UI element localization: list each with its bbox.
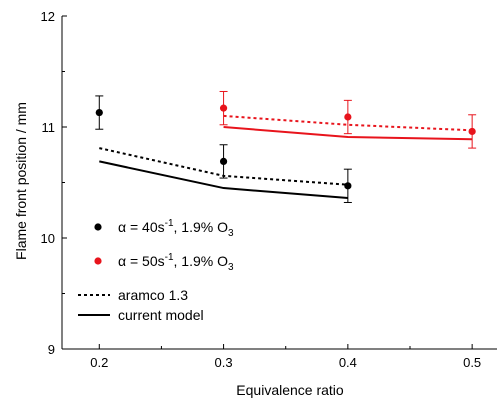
- x-tick-label: 0.2: [90, 355, 108, 370]
- y-tick-label: 12: [41, 9, 55, 24]
- plot-area: 9 10 11 12 0.2 0.3 0.4 0.5 α = 40s-1, 1.9% O3 α =…: [41, 9, 497, 370]
- legend-label: α = 40s-1, 1.9% O3: [118, 218, 234, 239]
- y-tick-label: 11: [42, 120, 56, 135]
- y-tick-label: 10: [41, 231, 55, 246]
- x-tick-label: 0.3: [215, 355, 233, 370]
- data-point: [95, 108, 103, 117]
- data-point: [344, 182, 352, 190]
- x-tick-label: 0.5: [463, 355, 481, 370]
- y-tick-label: 9: [48, 342, 55, 357]
- data-point: [468, 127, 476, 136]
- legend-marker: [94, 257, 102, 265]
- data-point: [344, 113, 352, 121]
- data-point: [219, 104, 228, 112]
- x-tick-label: 0.4: [339, 355, 357, 370]
- legend-marker: [94, 223, 102, 231]
- data-point: [219, 157, 228, 166]
- legend-label: current model: [118, 307, 204, 323]
- y-axis-label: Flame front position / mm: [13, 102, 29, 260]
- solid-series-line: [223, 126, 473, 141]
- solid-series-line: [99, 160, 348, 200]
- x-axis-label: Equivalence ratio: [236, 382, 344, 398]
- legend-label: α = 50s-1, 1.9% O3: [118, 252, 234, 273]
- legend-label: aramco 1.3: [118, 287, 188, 303]
